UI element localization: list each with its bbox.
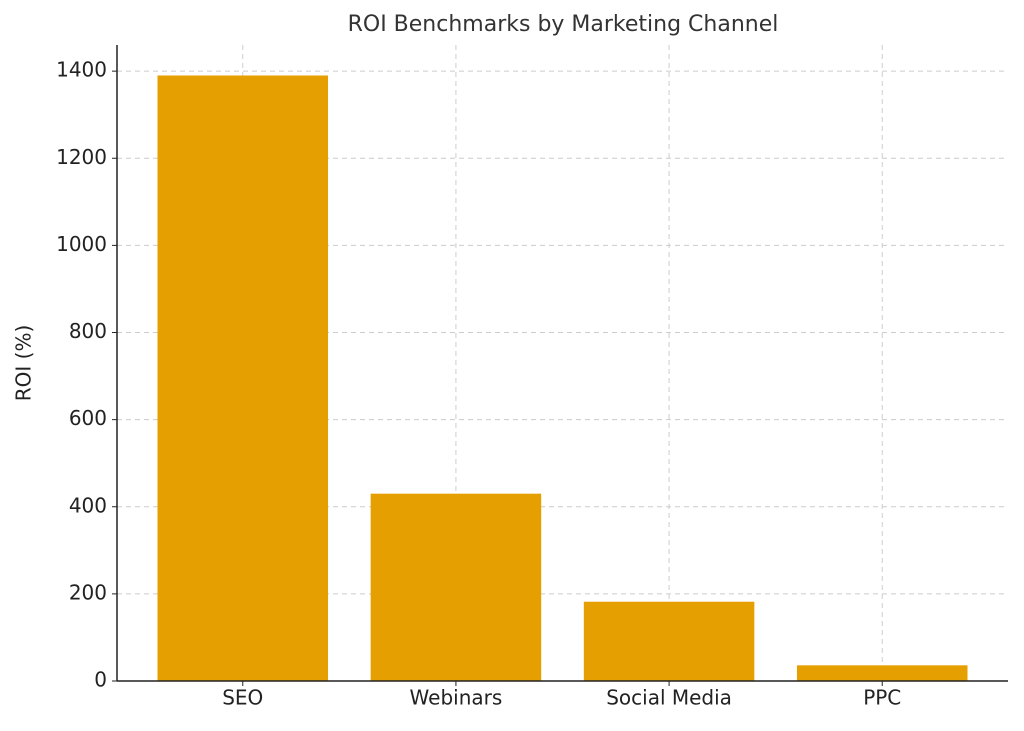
x-tick-label: Social Media	[606, 686, 732, 710]
bar	[796, 665, 968, 681]
y-tick-label: 1000	[56, 232, 107, 256]
x-tick-label: PPC	[863, 686, 901, 710]
y-tick-label: 1400	[56, 58, 107, 82]
bar	[583, 601, 755, 681]
bar	[157, 75, 329, 681]
y-tick-label: 600	[69, 406, 107, 430]
y-tick-label: 800	[69, 319, 107, 343]
y-tick-label: 1200	[56, 145, 107, 169]
y-tick-label: 400	[69, 493, 107, 517]
y-axis-label: ROI (%)	[12, 325, 36, 402]
x-tick-label: Webinars	[410, 686, 503, 710]
chart-title: ROI Benchmarks by Marketing Channel	[348, 12, 779, 37]
bar	[370, 493, 542, 681]
y-tick-label: 200	[69, 580, 107, 604]
x-tick-label: SEO	[222, 686, 263, 710]
y-tick-label: 0	[94, 668, 107, 692]
